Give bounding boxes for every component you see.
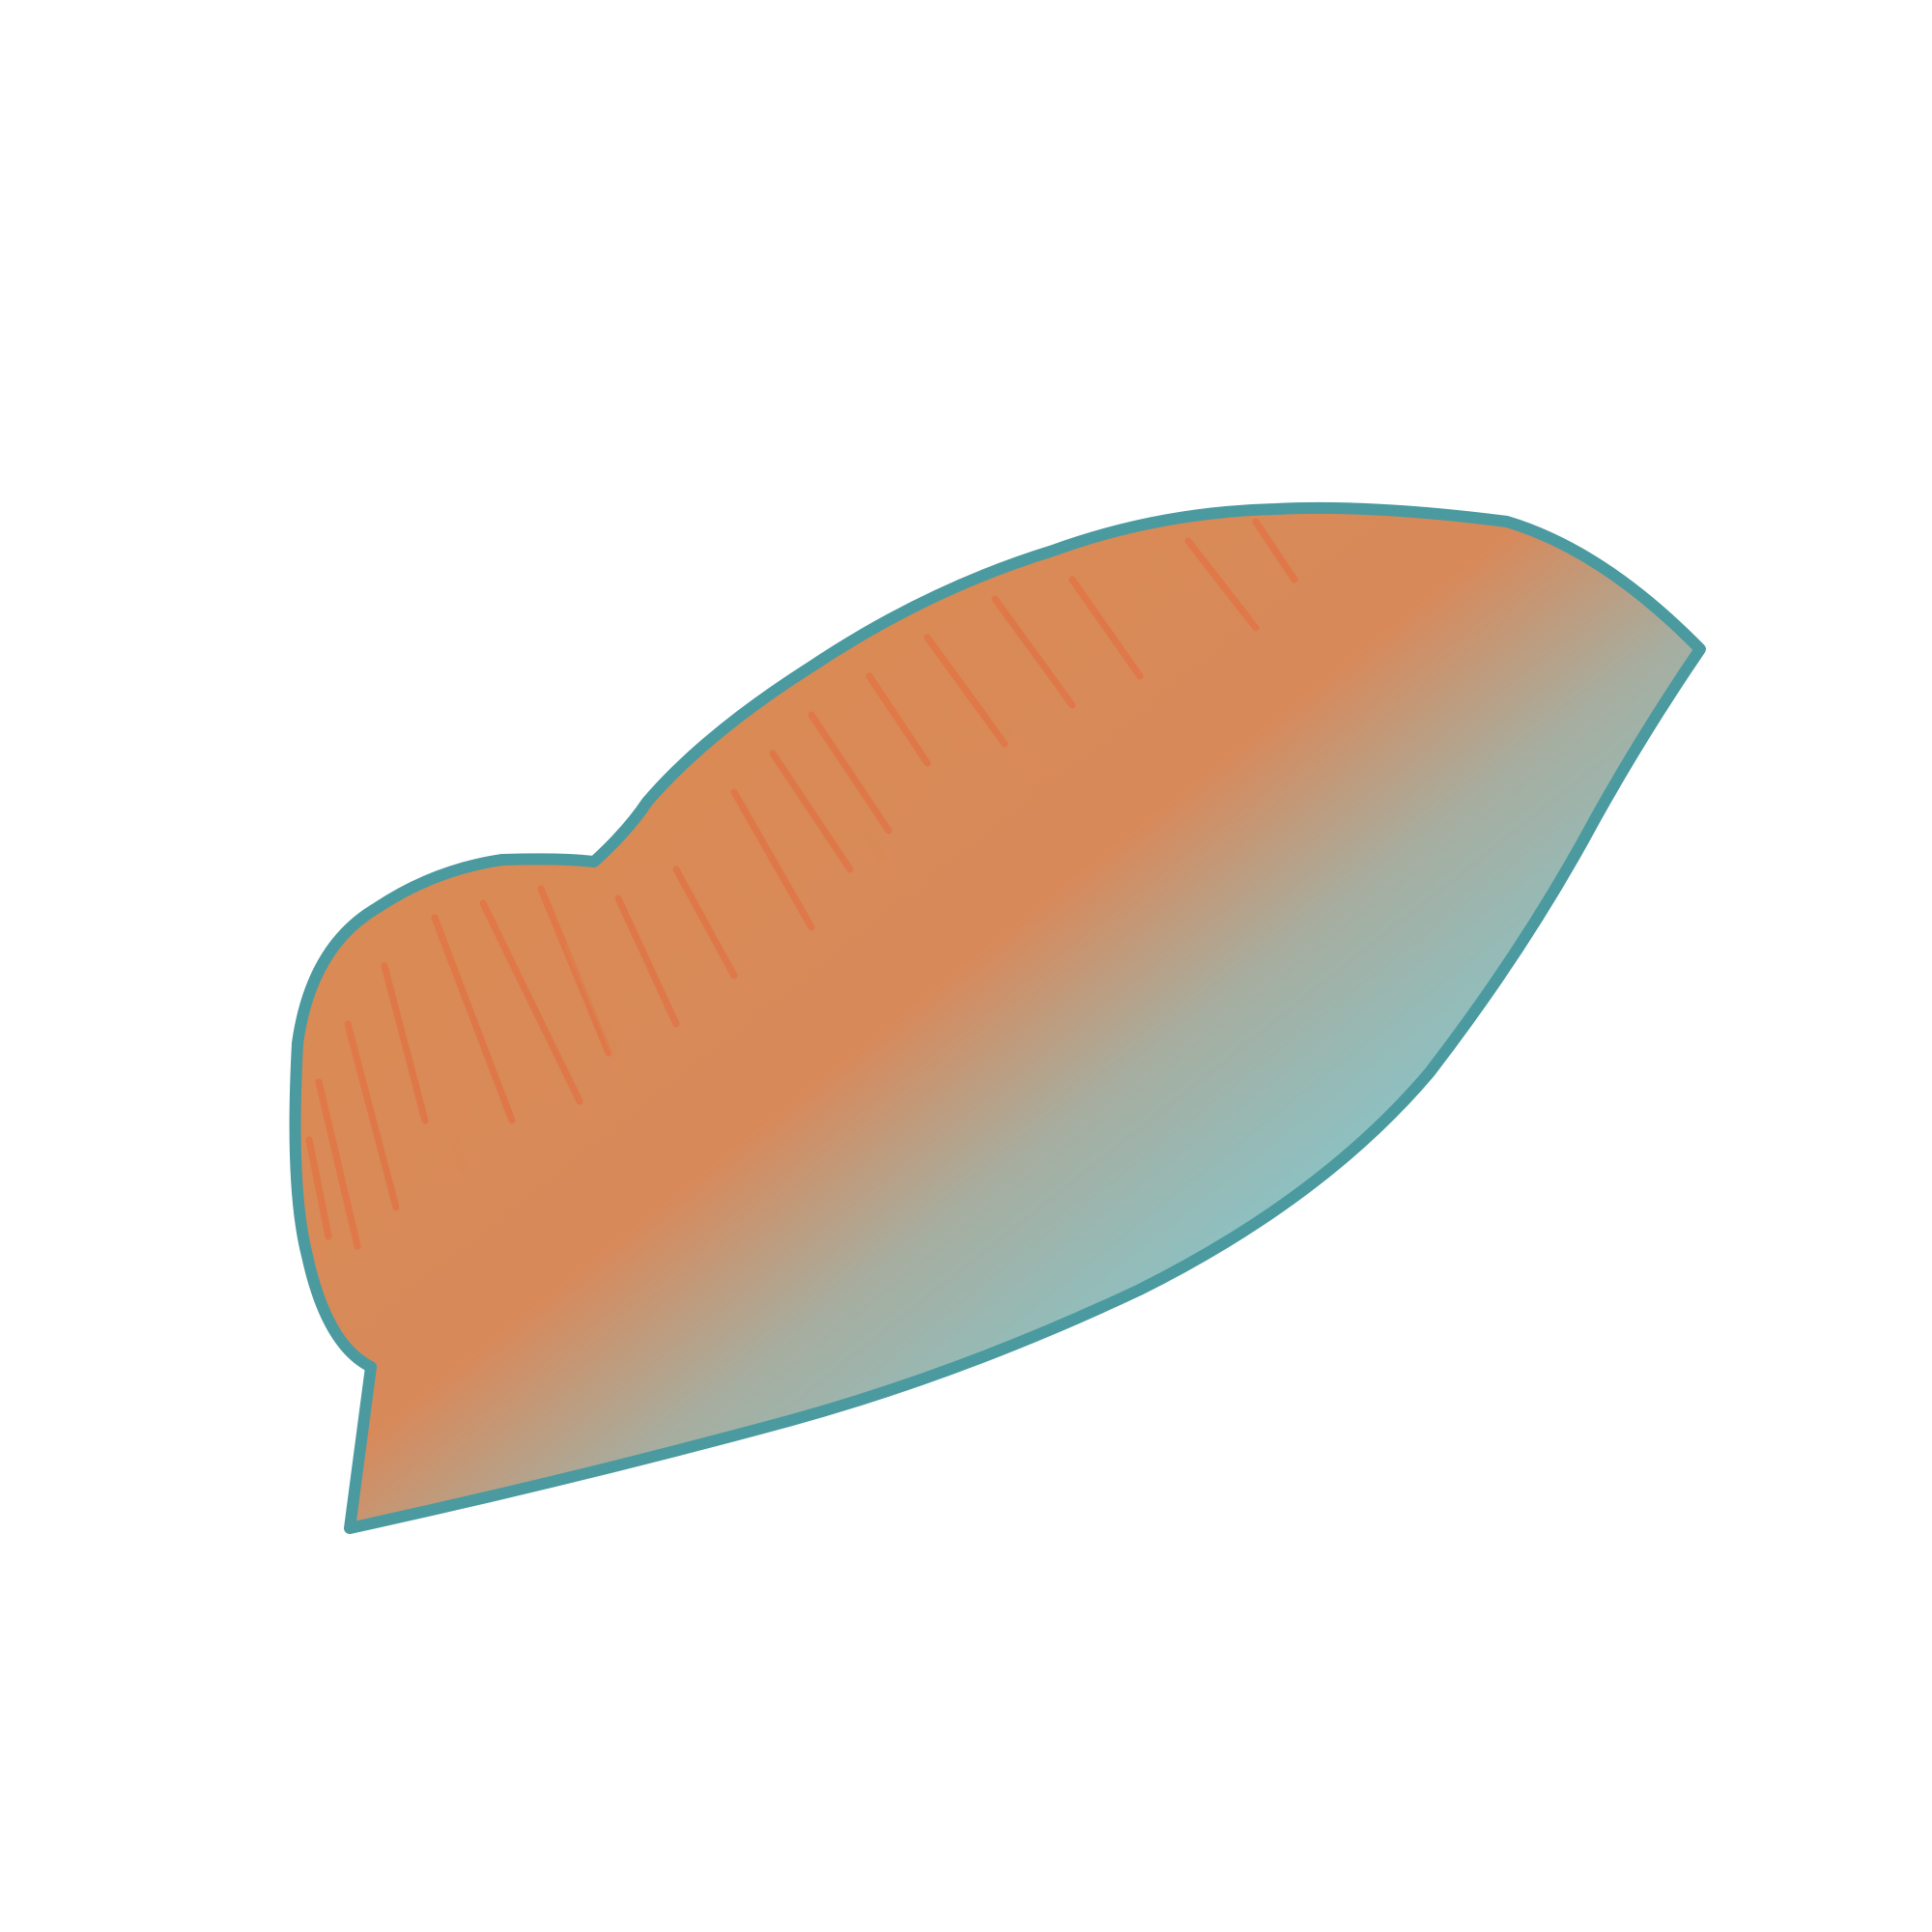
wing-body (295, 507, 1700, 1528)
wing-outline (289, 501, 1706, 1534)
wing-stripes (305, 518, 1298, 1250)
